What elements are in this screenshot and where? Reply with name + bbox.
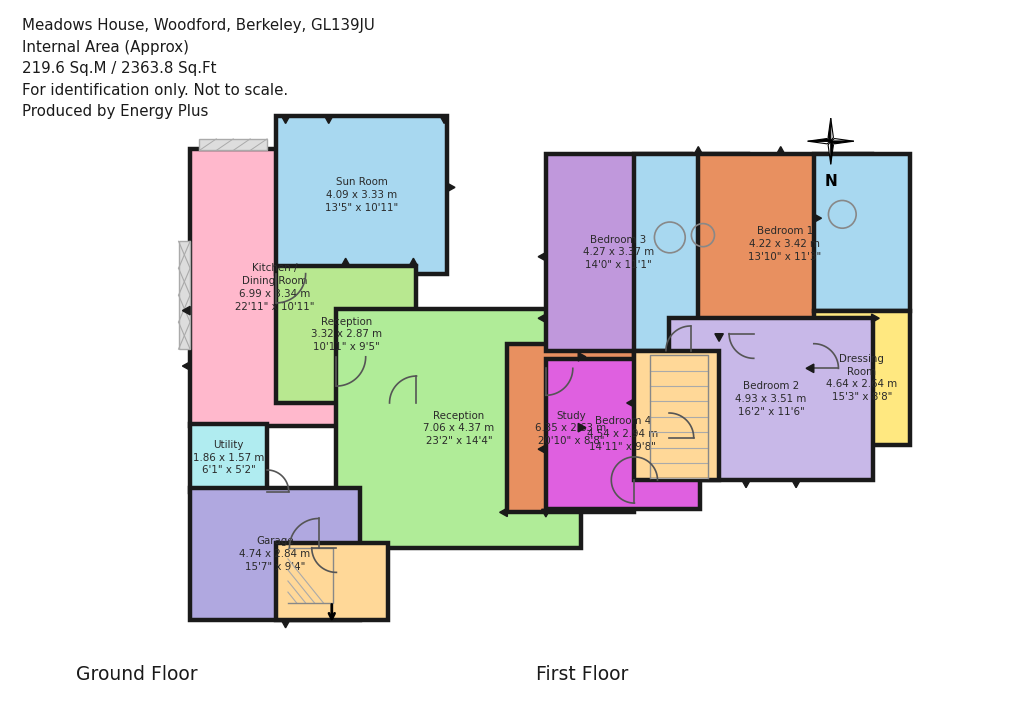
Polygon shape — [182, 362, 190, 371]
Bar — [813, 311, 909, 446]
Polygon shape — [578, 353, 585, 361]
Text: Kitchen /
Dining Room
6.99 x 3.34 m
22'11" x 10'11": Kitchen / Dining Room 6.99 x 3.34 m 22'1… — [234, 263, 314, 311]
Polygon shape — [805, 364, 813, 373]
Polygon shape — [829, 138, 853, 141]
Text: Ground Floor: Ground Floor — [76, 665, 198, 684]
Text: Utility
1.86 x 1.57 m
6'1" x 5'2": Utility 1.86 x 1.57 m 6'1" x 5'2" — [193, 440, 264, 475]
Polygon shape — [281, 620, 289, 628]
Polygon shape — [578, 423, 585, 432]
Text: N: N — [823, 174, 837, 188]
Text: Dressing
Room
4.64 x 2.64 m
15'3" x 8'8": Dressing Room 4.64 x 2.64 m 15'3" x 8'8" — [825, 354, 897, 402]
Bar — [276, 266, 416, 403]
Polygon shape — [829, 118, 833, 141]
Bar — [199, 139, 267, 151]
Text: Reception
3.32 x 2.87 m
10'11" x 9'5": Reception 3.32 x 2.87 m 10'11" x 9'5" — [311, 317, 381, 353]
Polygon shape — [807, 138, 829, 141]
Bar — [545, 359, 699, 509]
Text: Bedroom 2
4.93 x 3.51 m
16'2" x 11'6": Bedroom 2 4.93 x 3.51 m 16'2" x 11'6" — [735, 381, 806, 417]
Polygon shape — [829, 141, 853, 144]
Bar — [190, 487, 359, 620]
Polygon shape — [281, 116, 289, 123]
Polygon shape — [409, 258, 417, 266]
Polygon shape — [775, 146, 785, 154]
Polygon shape — [807, 141, 829, 144]
Text: Sun Room
4.09 x 3.33 m
13'5" x 10'11": Sun Room 4.09 x 3.33 m 13'5" x 10'11" — [325, 177, 398, 213]
Bar — [698, 154, 870, 334]
Bar — [336, 309, 581, 548]
Text: Bedroom 4
4.54 x 2.94 m
14'11" x 9'8": Bedroom 4 4.54 x 2.94 m 14'11" x 9'8" — [587, 416, 658, 452]
Bar — [545, 154, 690, 350]
Polygon shape — [447, 183, 454, 192]
Bar — [276, 543, 387, 620]
Bar — [276, 116, 447, 274]
Bar — [178, 242, 190, 349]
Bar — [190, 149, 359, 426]
Polygon shape — [714, 334, 722, 341]
Bar — [634, 350, 718, 480]
Polygon shape — [829, 141, 833, 164]
Text: First Floor: First Floor — [535, 665, 628, 684]
Bar — [190, 424, 267, 492]
Polygon shape — [341, 258, 350, 266]
Polygon shape — [538, 314, 545, 322]
Bar — [634, 154, 748, 350]
Polygon shape — [538, 445, 545, 454]
Text: Bedroom 1
4.22 x 3.42 m
13'10" x 11'3": Bedroom 1 4.22 x 3.42 m 13'10" x 11'3" — [748, 226, 820, 262]
Text: Meadows House, Woodford, Berkeley, GL139JU
Internal Area (Approx)
219.6 Sq.M / 2: Meadows House, Woodford, Berkeley, GL139… — [22, 18, 375, 120]
Polygon shape — [827, 141, 829, 164]
Bar — [506, 345, 634, 513]
Polygon shape — [791, 480, 800, 487]
Bar — [668, 318, 872, 480]
Polygon shape — [439, 116, 448, 123]
Polygon shape — [538, 252, 545, 261]
Polygon shape — [827, 118, 829, 141]
Polygon shape — [182, 306, 190, 315]
Polygon shape — [813, 214, 820, 222]
Text: Garage
4.74 x 2.84 m
15'7" x 9'4": Garage 4.74 x 2.84 m 15'7" x 9'4" — [238, 536, 310, 572]
Text: Bedroom 3
4.27 x 3.37 m
14'0" x 11'1": Bedroom 3 4.27 x 3.37 m 14'0" x 11'1" — [582, 234, 653, 270]
Polygon shape — [741, 480, 750, 487]
Text: Study
6.35 x 2.63 m
20'10" x 8'8": Study 6.35 x 2.63 m 20'10" x 8'8" — [535, 410, 606, 446]
Polygon shape — [499, 508, 506, 516]
Polygon shape — [541, 509, 549, 517]
Polygon shape — [626, 399, 634, 407]
Polygon shape — [324, 116, 332, 123]
Text: Reception
7.06 x 4.37 m
23'2" x 14'4": Reception 7.06 x 4.37 m 23'2" x 14'4" — [423, 410, 494, 446]
Polygon shape — [693, 146, 702, 154]
Bar — [813, 154, 909, 311]
Polygon shape — [870, 314, 878, 322]
